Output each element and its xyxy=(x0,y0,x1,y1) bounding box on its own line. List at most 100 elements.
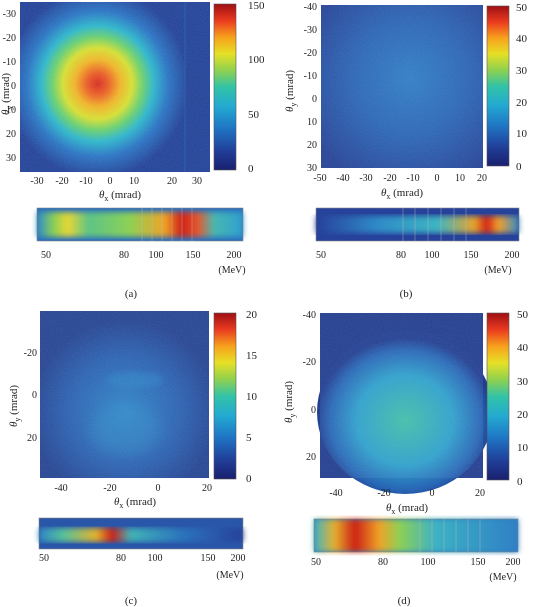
colorbar: 20 15 10 5 0 xyxy=(213,309,258,485)
x-tick: 20 xyxy=(202,483,212,494)
energy-unit: (MeV) xyxy=(216,570,243,581)
x-tick: 10 xyxy=(455,173,465,184)
y-tick: -10 xyxy=(3,57,16,68)
x-tick: -30 xyxy=(30,176,43,187)
x-tick: 30 xyxy=(192,176,202,187)
x-axis-label: θx (mrad) xyxy=(381,187,423,201)
energy-spectrum: 50 80 100 150 200 (MeV) xyxy=(311,518,521,583)
x-tick: -20 xyxy=(383,173,396,184)
energy-unit: (MeV) xyxy=(484,265,511,276)
energy-tick: 200 xyxy=(227,250,242,261)
beam-map xyxy=(40,311,209,478)
x-tick: 0 xyxy=(108,176,113,187)
energy-tick: 150 xyxy=(186,250,201,261)
energy-tick: 80 xyxy=(396,250,406,261)
colorbar-tick: 40 xyxy=(516,33,528,45)
y-tick: -40 xyxy=(304,2,317,13)
energy-tick: 200 xyxy=(505,250,520,261)
colorbar-tick: 30 xyxy=(517,376,529,388)
panel-d: 50 40 30 20 10 0 -40 -20 0 20 θy (mrad) … xyxy=(283,309,529,607)
energy-tick: 200 xyxy=(506,557,521,568)
panel-c: 20 15 10 5 0 -20 0 20 θy (mrad) -40 -20 … xyxy=(8,309,258,607)
colorbar: 50 40 30 20 10 0 xyxy=(486,2,528,173)
x-tick: -10 xyxy=(79,176,92,187)
panel-label: (d) xyxy=(398,595,411,607)
x-tick: -20 xyxy=(103,483,116,494)
colorbar-tick: 150 xyxy=(248,0,265,12)
y-axis-label: θy (mrad) xyxy=(283,381,297,423)
energy-spectrum: 50 80 100 150 200 (MeV) xyxy=(38,517,246,581)
colorbar-tick: 0 xyxy=(246,473,252,485)
energy-spectrum: 50 80 100 150 200 (MeV) xyxy=(36,207,246,276)
x-tick: -20 xyxy=(377,488,390,499)
y-tick: 30 xyxy=(6,153,16,164)
colorbar-tick: 10 xyxy=(517,442,529,454)
x-tick: -40 xyxy=(54,483,67,494)
y-axis-label: θy (mrad) xyxy=(8,385,22,427)
colorbar: 50 40 30 20 10 0 xyxy=(486,309,529,488)
energy-tick: 80 xyxy=(116,553,126,564)
y-tick: 30 xyxy=(307,163,317,174)
energy-tick: 80 xyxy=(119,250,129,261)
x-tick: 20 xyxy=(477,173,487,184)
y-ticks: -30 -20 -10 0 10 20 30 xyxy=(3,9,16,164)
x-tick: 0 xyxy=(430,488,435,499)
colorbar-tick: 0 xyxy=(248,163,254,175)
beam-map xyxy=(20,2,210,172)
energy-unit: (MeV) xyxy=(489,572,516,583)
x-axis-label: θx (mrad) xyxy=(386,502,428,516)
energy-tick: 80 xyxy=(378,557,388,568)
colorbar-tick: 30 xyxy=(516,65,528,77)
energy-tick: 100 xyxy=(148,553,163,564)
colorbar-tick: 0 xyxy=(516,161,522,173)
colorbar-tick: 50 xyxy=(516,2,528,14)
energy-tick: 100 xyxy=(425,250,440,261)
energy-tick: 100 xyxy=(149,250,164,261)
colorbar-tick: 20 xyxy=(246,309,258,321)
colorbar-tick: 10 xyxy=(246,391,258,403)
y-ticks: -40 -20 0 20 xyxy=(303,310,316,463)
panel-label: (b) xyxy=(400,288,413,300)
x-ticks: -30 -20 -10 0 10 20 30 xyxy=(30,176,202,187)
y-tick: -20 xyxy=(304,48,317,59)
energy-tick: 150 xyxy=(201,553,216,564)
x-tick: -10 xyxy=(406,173,419,184)
beam-map xyxy=(321,5,483,168)
energy-tick: 100 xyxy=(421,557,436,568)
x-ticks: -50 -40 -30 -20 -10 0 10 20 xyxy=(313,173,487,184)
panel-b: 50 40 30 20 10 0 -40 -30 -20 -10 0 10 20… xyxy=(284,2,528,300)
y-ticks: -20 0 20 xyxy=(24,348,37,444)
y-tick: -20 xyxy=(24,348,37,359)
y-ticks: -40 -30 -20 -10 0 10 20 30 xyxy=(304,2,317,174)
y-tick: -20 xyxy=(3,33,16,44)
x-tick: 20 xyxy=(167,176,177,187)
colorbar-tick: 10 xyxy=(516,128,528,140)
y-tick: -30 xyxy=(3,9,16,20)
x-ticks: -40 -20 0 20 xyxy=(54,483,212,494)
x-ticks: -40 -20 0 20 xyxy=(329,488,485,499)
colorbar-tick: 20 xyxy=(516,97,528,109)
y-tick: 0 xyxy=(312,94,317,105)
x-tick: -50 xyxy=(313,173,326,184)
y-tick: 10 xyxy=(307,117,317,128)
y-axis-label: θy (mrad) xyxy=(0,73,14,115)
y-tick: 10 xyxy=(6,105,16,116)
colorbar: 150 100 50 0 xyxy=(213,0,265,175)
energy-tick: 50 xyxy=(311,557,321,568)
colorbar-tick: 5 xyxy=(246,432,252,444)
y-tick: 0 xyxy=(11,81,16,92)
x-tick: -40 xyxy=(336,173,349,184)
x-tick: -30 xyxy=(359,173,372,184)
y-tick: 20 xyxy=(6,129,16,140)
energy-spectrum: 50 80 100 150 200 (MeV) xyxy=(315,207,520,276)
energy-unit: (MeV) xyxy=(218,265,245,276)
energy-tick: 50 xyxy=(39,553,49,564)
beam-map xyxy=(317,313,493,494)
x-axis-label: θx (mrad) xyxy=(99,189,141,203)
y-axis-label: θy (mrad) xyxy=(284,70,298,112)
colorbar-tick: 50 xyxy=(248,109,260,121)
colorbar-tick: 20 xyxy=(517,409,529,421)
energy-tick: 200 xyxy=(231,553,246,564)
panel-label: (c) xyxy=(125,595,138,607)
colorbar-tick: 50 xyxy=(517,309,529,321)
